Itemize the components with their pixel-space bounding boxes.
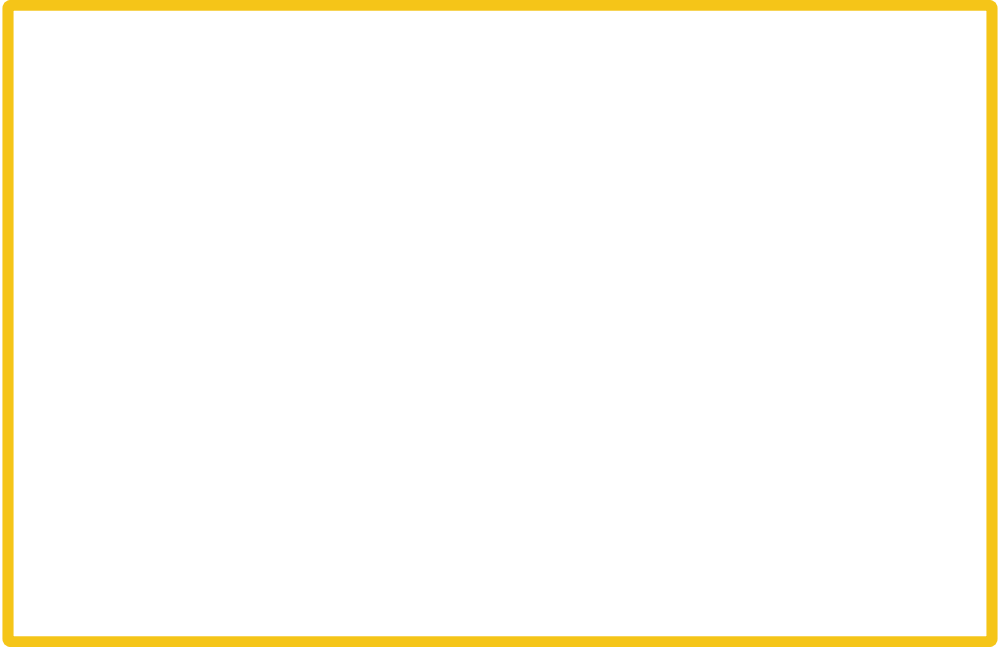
FancyBboxPatch shape — [473, 120, 687, 177]
Text: un: un — [848, 593, 870, 608]
Text: stop: stop — [872, 593, 910, 608]
Text: 23: 23 — [583, 277, 607, 295]
Text: Num1 = 23: Num1 = 23 — [288, 140, 392, 158]
Text: LCM(Num1, Num2) = (Num1 x Num2) / HCF(Num1, Num2): LCM(Num1, Num2) = (Num1 x Num2) / HCF(Nu… — [286, 196, 714, 212]
Text: Num2 = 69: Num2 = 69 — [528, 140, 632, 158]
Text: HCF(23, 69): HCF(23, 69) — [352, 277, 464, 295]
FancyBboxPatch shape — [800, 573, 950, 628]
Text: HCF(69, 23): HCF(69, 23) — [396, 348, 508, 366]
FancyBboxPatch shape — [308, 27, 692, 89]
Text: (23): (23) — [617, 302, 644, 315]
FancyBboxPatch shape — [233, 120, 447, 177]
Text: Condition 1 : True
return a: Condition 1 : True return a — [393, 477, 511, 509]
Text: return: return — [237, 349, 282, 365]
Text: (23): (23) — [614, 386, 641, 399]
Text: LCM (23, 69) = (23 x 69) / 23 = 69: LCM (23, 69) = (23 x 69) / 23 = 69 — [373, 524, 627, 540]
FancyBboxPatch shape — [296, 257, 520, 314]
Text: return: return — [247, 421, 292, 436]
FancyBboxPatch shape — [330, 329, 574, 386]
Text: LCM of a Number in Python: LCM of a Number in Python — [355, 49, 645, 68]
Text: Condition 1 : If b == 0 then return a: Condition 1 : If b == 0 then return a — [351, 235, 650, 250]
Text: HCF(23, 0): HCF(23, 0) — [402, 419, 502, 437]
Text: LCM of 23 and 69 is 69: LCM of 23 and 69 is 69 — [397, 565, 603, 580]
FancyBboxPatch shape — [550, 258, 640, 314]
FancyBboxPatch shape — [340, 400, 564, 457]
